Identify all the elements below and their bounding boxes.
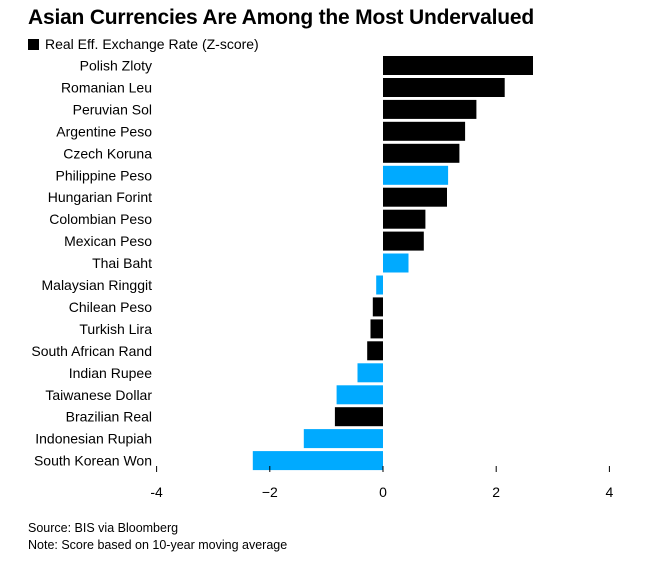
category-labels: Polish Zloty Romanian Leu Peruvian Sol Arge… bbox=[31, 58, 152, 469]
category-label: Taiwanese Dollar bbox=[45, 387, 152, 403]
method-note: Note: Score based on 10-year moving aver… bbox=[28, 538, 288, 552]
x-tick-label: 0 bbox=[379, 484, 387, 500]
bar-brazilian-real bbox=[334, 407, 383, 427]
category-label: Mexican Peso bbox=[64, 233, 152, 249]
category-label: Peruvian Sol bbox=[73, 101, 152, 117]
bar-czech-koruna bbox=[383, 143, 460, 163]
bar-mexican-peso bbox=[383, 231, 424, 251]
bar-south-korean-won bbox=[252, 451, 383, 471]
legend-label: Real Eff. Exchange Rate (Z-score) bbox=[45, 36, 259, 52]
category-label: Hungarian Forint bbox=[48, 189, 152, 205]
x-tick-label: -4 bbox=[150, 484, 163, 500]
legend-swatch bbox=[28, 38, 39, 50]
chart-title: Asian Currencies Are Among the Most Unde… bbox=[28, 6, 534, 29]
bar-argentine-peso bbox=[383, 121, 466, 141]
category-label: Indian Rupee bbox=[69, 365, 153, 381]
bar-thai-baht bbox=[383, 253, 409, 273]
category-label: Romanian Leu bbox=[61, 80, 152, 96]
category-label: Indonesian Rupiah bbox=[35, 431, 152, 447]
bar-chilean-peso bbox=[372, 297, 383, 317]
category-label: Thai Baht bbox=[92, 255, 152, 271]
category-label: Philippine Peso bbox=[55, 167, 152, 183]
x-axis: -4 −2 0 2 4 bbox=[150, 466, 614, 500]
category-label: South Korean Won bbox=[34, 453, 152, 469]
bar-turkish-lira bbox=[370, 319, 383, 339]
bars-layer bbox=[252, 56, 533, 471]
category-label: Colombian Peso bbox=[49, 211, 152, 227]
bar-indian-rupee bbox=[357, 363, 383, 383]
bar-romanian-leu bbox=[383, 78, 505, 97]
bar-polish-zloty bbox=[383, 56, 533, 75]
bar-peruvian-sol bbox=[383, 99, 477, 119]
category-label: Polish Zloty bbox=[80, 58, 152, 74]
bar-indonesian-rupiah bbox=[303, 429, 383, 449]
legend: Real Eff. Exchange Rate (Z-score) bbox=[28, 36, 259, 52]
category-label: Czech Koruna bbox=[63, 145, 152, 161]
bar-philippine-peso bbox=[383, 165, 449, 185]
x-tick-label: −2 bbox=[262, 484, 278, 500]
category-label: Turkish Lira bbox=[79, 321, 152, 337]
category-label: South African Rand bbox=[31, 343, 152, 359]
category-label: Chilean Peso bbox=[69, 299, 152, 315]
bar-malaysian-ringgit bbox=[376, 275, 383, 295]
bar-colombian-peso bbox=[383, 209, 426, 229]
source-note: Source: BIS via Bloomberg bbox=[28, 521, 179, 535]
category-label: Brazilian Real bbox=[66, 409, 152, 425]
category-label: Malaysian Ringgit bbox=[42, 277, 153, 293]
category-label: Argentine Peso bbox=[56, 123, 152, 139]
x-tick-label: 4 bbox=[606, 484, 614, 500]
bar-south-african-rand bbox=[367, 341, 383, 361]
footer: Source: BIS via Bloomberg Note: Score ba… bbox=[28, 520, 287, 554]
bar-taiwanese-dollar bbox=[336, 385, 383, 405]
bar-hungarian-forint bbox=[383, 187, 447, 207]
x-tick-label: 2 bbox=[492, 484, 500, 500]
